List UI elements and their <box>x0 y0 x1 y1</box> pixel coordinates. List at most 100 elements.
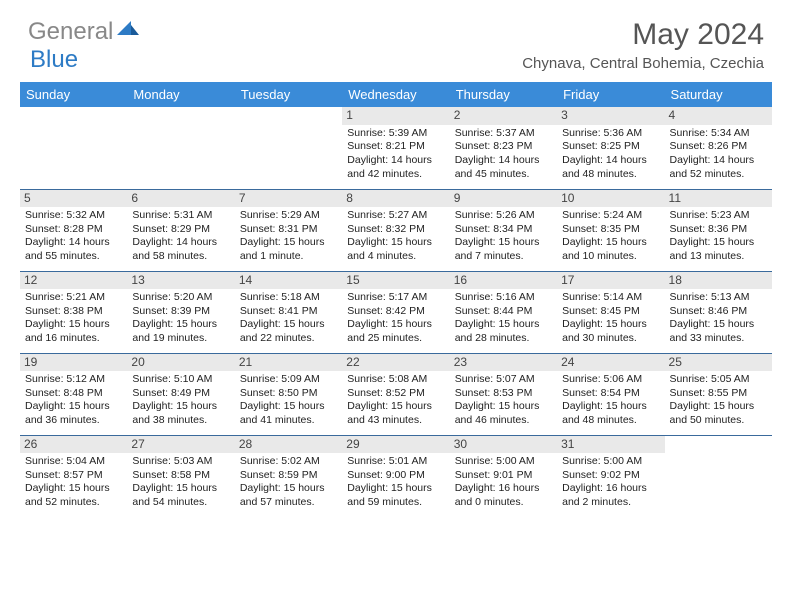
day-details: Sunrise: 5:26 AMSunset: 8:34 PMDaylight:… <box>455 209 552 264</box>
day-number: 3 <box>557 107 664 125</box>
day-number: 19 <box>20 354 127 372</box>
calendar-day-cell: 27Sunrise: 5:03 AMSunset: 8:58 PMDayligh… <box>127 435 234 517</box>
day-details: Sunrise: 5:03 AMSunset: 8:58 PMDaylight:… <box>132 455 229 510</box>
day-details: Sunrise: 5:13 AMSunset: 8:46 PMDaylight:… <box>670 291 767 346</box>
day-details: Sunrise: 5:31 AMSunset: 8:29 PMDaylight:… <box>132 209 229 264</box>
day-details: Sunrise: 5:29 AMSunset: 8:31 PMDaylight:… <box>240 209 337 264</box>
calendar-day-cell: 7Sunrise: 5:29 AMSunset: 8:31 PMDaylight… <box>235 189 342 271</box>
calendar-day-cell <box>235 107 342 189</box>
logo-word2: Blue <box>30 46 78 74</box>
calendar-day-cell: 22Sunrise: 5:08 AMSunset: 8:52 PMDayligh… <box>342 353 449 435</box>
calendar-body: 1 Sunrise: 5:39 AMSunset: 8:21 PMDaylight… <box>20 107 772 517</box>
calendar-week-row: 1 Sunrise: 5:39 AMSunset: 8:21 PMDaylight… <box>20 107 772 189</box>
day-number: 21 <box>235 354 342 372</box>
day-details: Sunrise: 5:00 AMSunset: 9:01 PMDaylight:… <box>455 455 552 510</box>
day-details: Sunrise: 5:00 AMSunset: 9:02 PMDaylight:… <box>562 455 659 510</box>
calendar-week-row: 12Sunrise: 5:21 AMSunset: 8:38 PMDayligh… <box>20 271 772 353</box>
day-details: Sunrise: 5:36 AMSunset: 8:25 PMDaylight:… <box>562 127 659 182</box>
day-details: Sunrise: 5:20 AMSunset: 8:39 PMDaylight:… <box>132 291 229 346</box>
day-number: 26 <box>20 436 127 454</box>
day-number: 5 <box>20 190 127 208</box>
day-number: 12 <box>20 272 127 290</box>
calendar-day-cell: 20Sunrise: 5:10 AMSunset: 8:49 PMDayligh… <box>127 353 234 435</box>
weekday-header: Saturday <box>665 82 772 107</box>
calendar-day-cell: 4 Sunrise: 5:34 AMSunset: 8:26 PMDaylight… <box>665 107 772 189</box>
calendar-day-cell: 19Sunrise: 5:12 AMSunset: 8:48 PMDayligh… <box>20 353 127 435</box>
logo-icon <box>117 18 139 46</box>
day-number: 24 <box>557 354 664 372</box>
header: General May 2024 Chynava, Central Bohemi… <box>0 0 792 78</box>
calendar-header-row: SundayMondayTuesdayWednesdayThursdayFrid… <box>20 82 772 107</box>
calendar-day-cell: 1 Sunrise: 5:39 AMSunset: 8:21 PMDaylight… <box>342 107 449 189</box>
day-number: 23 <box>450 354 557 372</box>
month-title: May 2024 <box>522 18 764 52</box>
day-details: Sunrise: 5:32 AMSunset: 8:28 PMDaylight:… <box>25 209 122 264</box>
day-details: Sunrise: 5:39 AMSunset: 8:21 PMDaylight:… <box>347 127 444 182</box>
calendar-week-row: 5Sunrise: 5:32 AMSunset: 8:28 PMDaylight… <box>20 189 772 271</box>
calendar-day-cell: 11Sunrise: 5:23 AMSunset: 8:36 PMDayligh… <box>665 189 772 271</box>
calendar-day-cell: 15Sunrise: 5:17 AMSunset: 8:42 PMDayligh… <box>342 271 449 353</box>
calendar-day-cell: 12Sunrise: 5:21 AMSunset: 8:38 PMDayligh… <box>20 271 127 353</box>
day-details: Sunrise: 5:01 AMSunset: 9:00 PMDaylight:… <box>347 455 444 510</box>
calendar-day-cell <box>20 107 127 189</box>
day-details: Sunrise: 5:07 AMSunset: 8:53 PMDaylight:… <box>455 373 552 428</box>
calendar-table: SundayMondayTuesdayWednesdayThursdayFrid… <box>20 82 772 517</box>
calendar-day-cell: 18Sunrise: 5:13 AMSunset: 8:46 PMDayligh… <box>665 271 772 353</box>
day-details: Sunrise: 5:04 AMSunset: 8:57 PMDaylight:… <box>25 455 122 510</box>
day-number: 2 <box>450 107 557 125</box>
weekday-header: Sunday <box>20 82 127 107</box>
day-number: 7 <box>235 190 342 208</box>
day-details: Sunrise: 5:14 AMSunset: 8:45 PMDaylight:… <box>562 291 659 346</box>
day-number: 20 <box>127 354 234 372</box>
day-details: Sunrise: 5:16 AMSunset: 8:44 PMDaylight:… <box>455 291 552 346</box>
calendar-day-cell: 21Sunrise: 5:09 AMSunset: 8:50 PMDayligh… <box>235 353 342 435</box>
calendar-day-cell: 13Sunrise: 5:20 AMSunset: 8:39 PMDayligh… <box>127 271 234 353</box>
calendar-day-cell: 14Sunrise: 5:18 AMSunset: 8:41 PMDayligh… <box>235 271 342 353</box>
day-details: Sunrise: 5:05 AMSunset: 8:55 PMDaylight:… <box>670 373 767 428</box>
calendar-day-cell: 25Sunrise: 5:05 AMSunset: 8:55 PMDayligh… <box>665 353 772 435</box>
day-number: 6 <box>127 190 234 208</box>
calendar-day-cell <box>127 107 234 189</box>
day-details: Sunrise: 5:12 AMSunset: 8:48 PMDaylight:… <box>25 373 122 428</box>
day-number: 10 <box>557 190 664 208</box>
day-details: Sunrise: 5:08 AMSunset: 8:52 PMDaylight:… <box>347 373 444 428</box>
day-number: 8 <box>342 190 449 208</box>
calendar-day-cell: 31Sunrise: 5:00 AMSunset: 9:02 PMDayligh… <box>557 435 664 517</box>
calendar-day-cell: 30Sunrise: 5:00 AMSunset: 9:01 PMDayligh… <box>450 435 557 517</box>
day-number: 31 <box>557 436 664 454</box>
day-details: Sunrise: 5:06 AMSunset: 8:54 PMDaylight:… <box>562 373 659 428</box>
calendar-day-cell: 28Sunrise: 5:02 AMSunset: 8:59 PMDayligh… <box>235 435 342 517</box>
day-details: Sunrise: 5:27 AMSunset: 8:32 PMDaylight:… <box>347 209 444 264</box>
day-number: 27 <box>127 436 234 454</box>
day-details: Sunrise: 5:24 AMSunset: 8:35 PMDaylight:… <box>562 209 659 264</box>
day-number: 17 <box>557 272 664 290</box>
calendar-day-cell: 23Sunrise: 5:07 AMSunset: 8:53 PMDayligh… <box>450 353 557 435</box>
calendar-day-cell: 3 Sunrise: 5:36 AMSunset: 8:25 PMDaylight… <box>557 107 664 189</box>
calendar-day-cell: 5Sunrise: 5:32 AMSunset: 8:28 PMDaylight… <box>20 189 127 271</box>
day-details: Sunrise: 5:02 AMSunset: 8:59 PMDaylight:… <box>240 455 337 510</box>
day-number: 14 <box>235 272 342 290</box>
day-number: 1 <box>342 107 449 125</box>
calendar-day-cell: 29Sunrise: 5:01 AMSunset: 9:00 PMDayligh… <box>342 435 449 517</box>
logo: General <box>28 18 141 46</box>
calendar-day-cell <box>665 435 772 517</box>
day-number: 11 <box>665 190 772 208</box>
day-number: 4 <box>665 107 772 125</box>
calendar-day-cell: 8Sunrise: 5:27 AMSunset: 8:32 PMDaylight… <box>342 189 449 271</box>
weekday-header: Friday <box>557 82 664 107</box>
calendar-week-row: 26Sunrise: 5:04 AMSunset: 8:57 PMDayligh… <box>20 435 772 517</box>
day-number: 28 <box>235 436 342 454</box>
day-number: 13 <box>127 272 234 290</box>
weekday-header: Monday <box>127 82 234 107</box>
day-number: 16 <box>450 272 557 290</box>
day-details: Sunrise: 5:34 AMSunset: 8:26 PMDaylight:… <box>670 127 767 182</box>
calendar-day-cell: 9Sunrise: 5:26 AMSunset: 8:34 PMDaylight… <box>450 189 557 271</box>
day-details: Sunrise: 5:23 AMSunset: 8:36 PMDaylight:… <box>670 209 767 264</box>
day-number: 22 <box>342 354 449 372</box>
day-details: Sunrise: 5:10 AMSunset: 8:49 PMDaylight:… <box>132 373 229 428</box>
day-number: 29 <box>342 436 449 454</box>
day-details: Sunrise: 5:17 AMSunset: 8:42 PMDaylight:… <box>347 291 444 346</box>
weekday-header: Wednesday <box>342 82 449 107</box>
day-details: Sunrise: 5:21 AMSunset: 8:38 PMDaylight:… <box>25 291 122 346</box>
day-number: 18 <box>665 272 772 290</box>
